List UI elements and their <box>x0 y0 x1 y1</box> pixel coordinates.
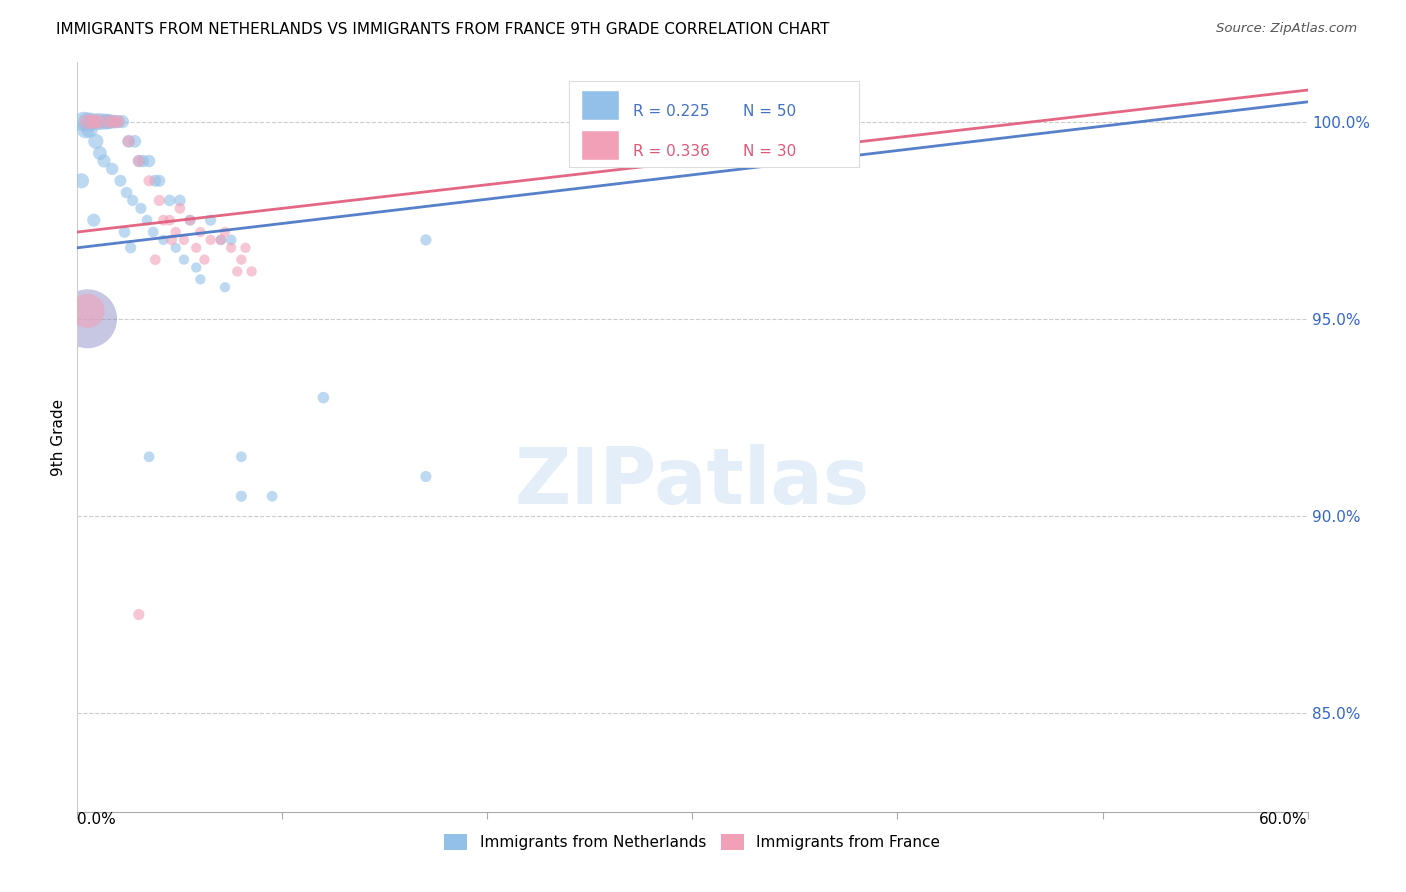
Point <box>173 233 195 247</box>
Point <box>415 469 437 483</box>
Point <box>76 114 98 128</box>
Point <box>186 241 208 255</box>
Point <box>128 607 150 622</box>
Point <box>107 114 129 128</box>
Point <box>159 194 181 208</box>
Point <box>148 174 170 188</box>
Point <box>186 260 208 275</box>
Point <box>128 154 150 169</box>
Point <box>115 186 138 200</box>
Point <box>111 114 134 128</box>
Point <box>188 225 212 239</box>
Point <box>87 114 110 128</box>
Point <box>103 114 125 128</box>
Point <box>143 252 166 267</box>
Point <box>226 264 249 278</box>
Point <box>312 391 335 405</box>
Point <box>143 174 166 188</box>
Point <box>76 114 98 128</box>
Point <box>179 213 201 227</box>
Point <box>128 154 150 169</box>
Y-axis label: 9th Grade: 9th Grade <box>51 399 66 475</box>
Point <box>83 213 105 227</box>
Point <box>231 252 253 267</box>
Point <box>240 264 263 278</box>
Point <box>79 122 101 136</box>
Text: IMMIGRANTS FROM NETHERLANDS VS IMMIGRANTS FROM FRANCE 9TH GRADE CORRELATION CHAR: IMMIGRANTS FROM NETHERLANDS VS IMMIGRANT… <box>56 22 830 37</box>
Point <box>76 304 98 318</box>
Point <box>415 233 437 247</box>
Point <box>214 280 236 294</box>
Point <box>165 225 187 239</box>
Point <box>169 202 191 216</box>
Point <box>179 213 201 227</box>
Point <box>76 311 98 326</box>
Point <box>70 174 93 188</box>
Point <box>214 225 236 239</box>
Point <box>117 134 139 148</box>
Point <box>94 114 117 128</box>
Point <box>219 241 242 255</box>
Point <box>138 154 160 169</box>
Point <box>87 114 110 128</box>
Point <box>83 114 105 128</box>
Point <box>262 489 284 503</box>
Point <box>132 154 155 169</box>
Point <box>188 272 212 286</box>
Point <box>165 241 187 255</box>
Point <box>75 122 97 136</box>
Point <box>84 134 107 148</box>
Point <box>129 202 152 216</box>
Point <box>160 233 183 247</box>
Point <box>138 450 160 464</box>
Point <box>114 225 136 239</box>
Point <box>231 489 253 503</box>
Point <box>138 174 160 188</box>
Point <box>89 146 111 161</box>
Point <box>231 450 253 464</box>
Point <box>117 134 139 148</box>
Point <box>219 233 242 247</box>
Point <box>110 174 132 188</box>
Point <box>121 194 143 208</box>
Point <box>107 114 129 128</box>
Point <box>97 114 120 128</box>
Text: 0.0%: 0.0% <box>77 812 117 827</box>
Text: 60.0%: 60.0% <box>1260 812 1308 827</box>
Point <box>103 114 125 128</box>
Point <box>72 114 94 128</box>
Point <box>93 154 115 169</box>
Point <box>209 233 232 247</box>
Point <box>97 114 120 128</box>
Point <box>169 194 191 208</box>
Point <box>142 225 165 239</box>
Point <box>136 213 159 227</box>
Point <box>152 213 174 227</box>
Point <box>90 114 114 128</box>
Point <box>80 114 103 128</box>
Point <box>200 233 222 247</box>
Point <box>101 161 124 176</box>
Point <box>159 213 181 227</box>
Legend: Immigrants from Netherlands, Immigrants from France: Immigrants from Netherlands, Immigrants … <box>439 829 946 856</box>
Text: ZIPatlas: ZIPatlas <box>515 444 870 520</box>
Point <box>209 233 232 247</box>
Point <box>193 252 215 267</box>
Point <box>152 233 174 247</box>
Text: Source: ZipAtlas.com: Source: ZipAtlas.com <box>1216 22 1357 36</box>
Point <box>98 114 121 128</box>
Point <box>173 252 195 267</box>
Point <box>235 241 257 255</box>
Point <box>120 241 142 255</box>
Point <box>124 134 146 148</box>
Point <box>148 194 170 208</box>
Point <box>200 213 222 227</box>
